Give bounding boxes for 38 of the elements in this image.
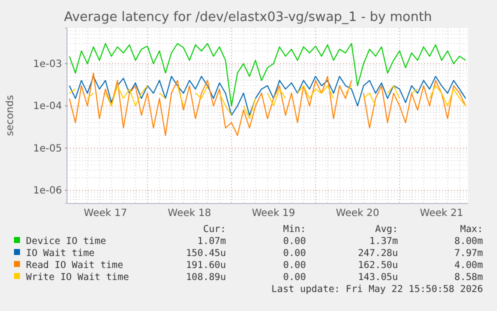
y-tick-label: 1e-03 <box>33 58 62 70</box>
y-tick-label: 1e-04 <box>33 101 62 112</box>
text: 8.00m <box>454 236 484 247</box>
x-tick-label: Week 20 <box>336 208 380 220</box>
text: 0.00 <box>283 260 306 271</box>
text: 191.60u <box>186 260 226 271</box>
text: 150.45u <box>186 248 226 259</box>
text: Cur: <box>203 224 226 235</box>
text: 0.00 <box>283 272 306 283</box>
x-tick-label: Week 21 <box>420 208 464 220</box>
x-tick-label: Week 19 <box>252 208 296 220</box>
text: 0.00 <box>283 248 306 259</box>
chart-title: Average latency for /dev/elastx03-vg/swap_1 - by month <box>64 10 432 25</box>
text: 7.97m <box>454 248 484 259</box>
y-axis-title: seconds <box>5 95 16 136</box>
text: 162.50u <box>358 260 398 271</box>
text: 1.07m <box>197 236 226 247</box>
y-tick-label: 1e-05 <box>33 143 62 154</box>
legend-label: Write IO Wait time <box>26 272 130 283</box>
text: Last update: Fri May 22 15:50:58 2026 <box>271 284 484 295</box>
text: 143.05u <box>358 272 398 283</box>
text: 247.28u <box>358 248 398 259</box>
text: Min: <box>283 224 306 235</box>
y-tick-label: 1e-06 <box>33 185 62 196</box>
text: 4.00m <box>454 260 484 271</box>
legend-label: Device IO time <box>26 236 106 247</box>
text: 108.89u <box>186 272 226 283</box>
text: Avg: <box>375 224 398 235</box>
line-series <box>68 43 466 106</box>
text: Max: <box>460 224 483 235</box>
text: 8.58m <box>454 272 484 283</box>
x-tick-label: Week 18 <box>168 208 212 220</box>
text: 0.00 <box>283 236 306 247</box>
legend-label: Read IO Wait time <box>26 260 124 271</box>
line-series <box>68 76 466 116</box>
x-tick-label: Week 17 <box>84 208 128 220</box>
text: 1.37m <box>369 236 398 247</box>
legend-label: IO Wait time <box>26 248 95 259</box>
